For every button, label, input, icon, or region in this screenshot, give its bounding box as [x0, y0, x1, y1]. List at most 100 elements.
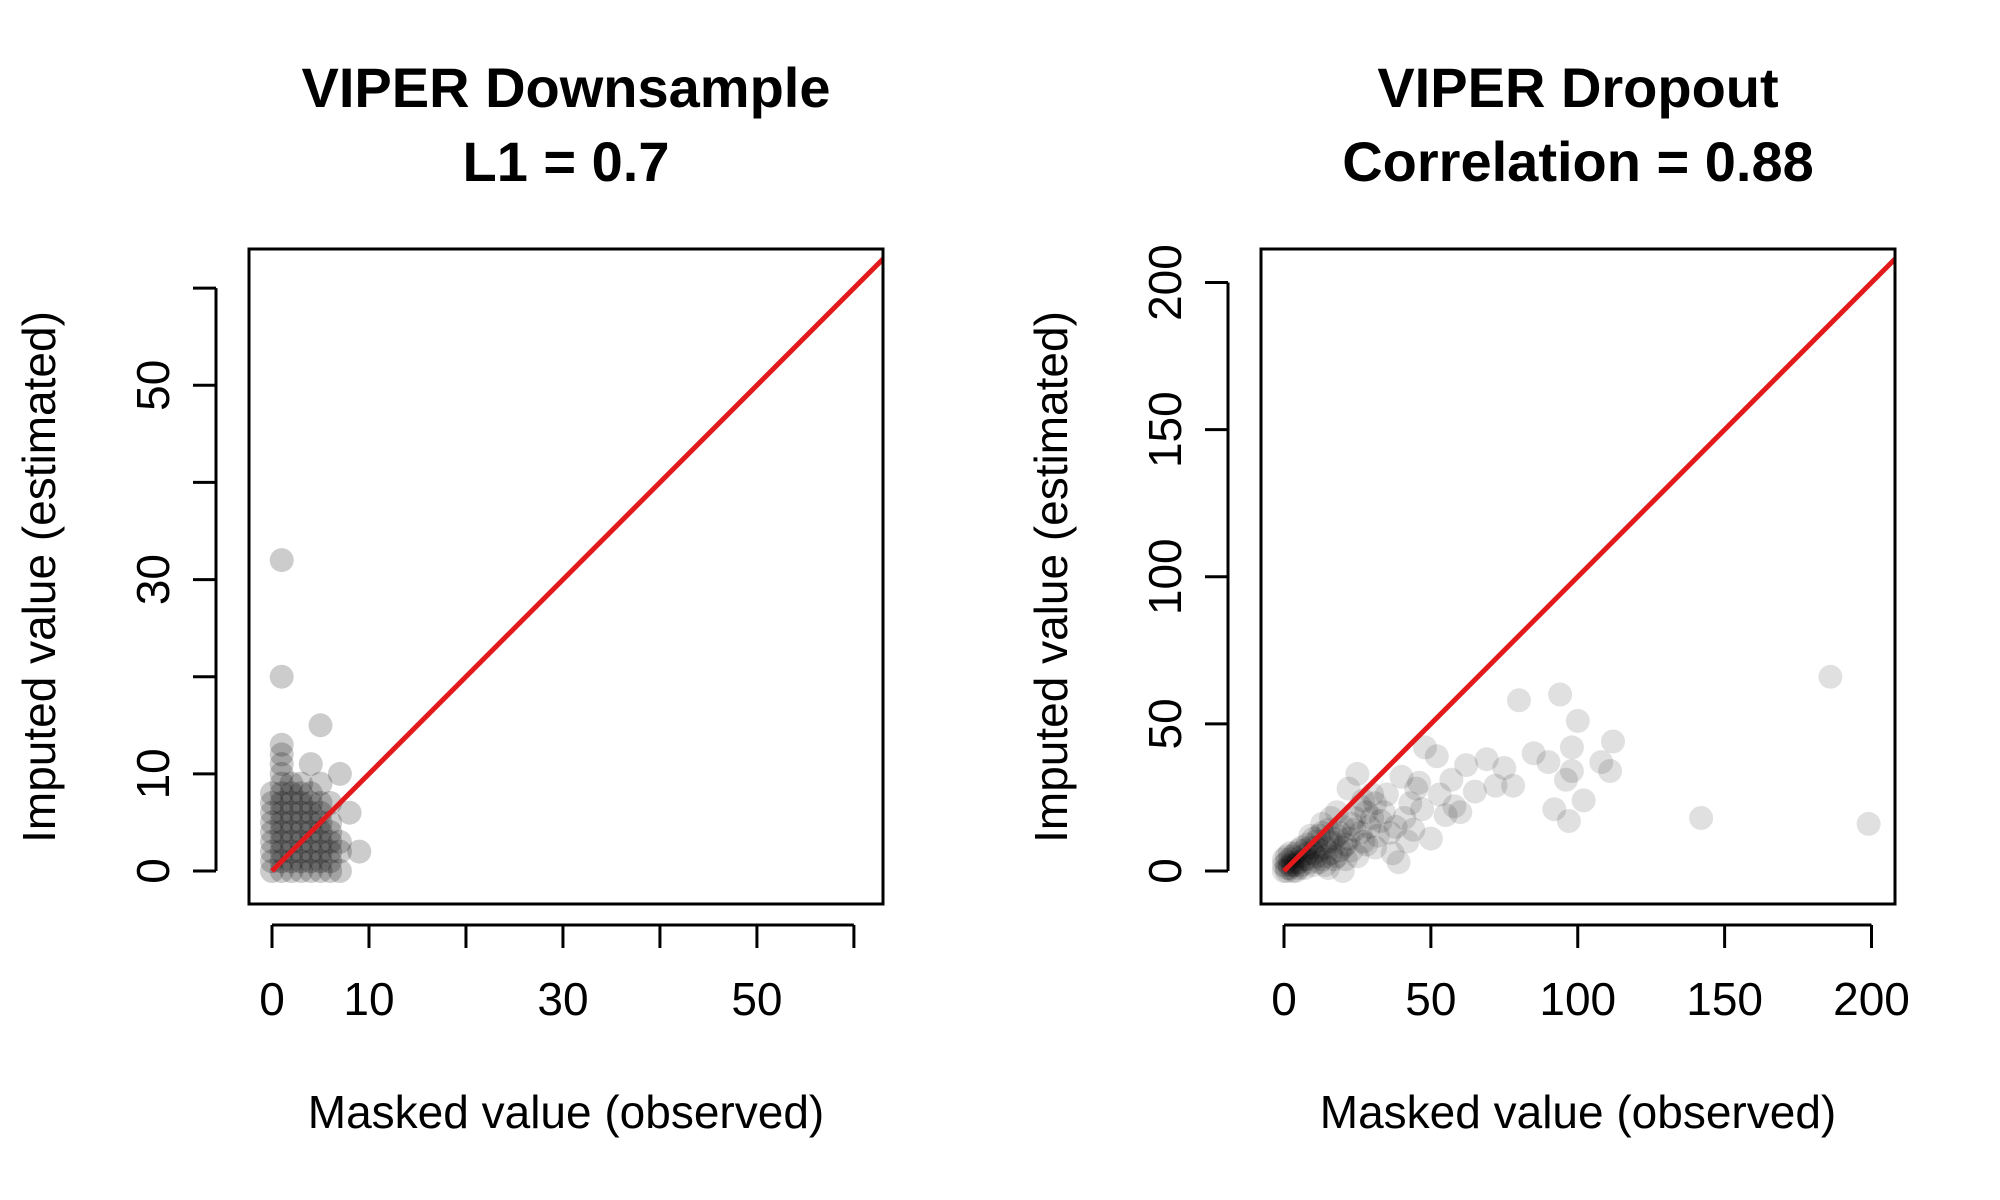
- scatter-point: [269, 732, 294, 757]
- scatter-point: [1307, 850, 1332, 875]
- scatter-point: [1327, 838, 1352, 863]
- scatter-point: [260, 800, 284, 825]
- scatter-point: [1554, 767, 1578, 792]
- scatter-point: [1316, 856, 1341, 881]
- scatter-point: [1571, 788, 1596, 813]
- scatter-point: [1689, 806, 1714, 830]
- scatter-point: [1321, 826, 1346, 851]
- scatter-point: [269, 548, 294, 573]
- scatter-point: [269, 791, 294, 815]
- scatter-point: [260, 781, 284, 806]
- plot-frame: [1259, 247, 1897, 906]
- scatter-point: [298, 752, 323, 777]
- scatter-point: [1474, 747, 1499, 772]
- x-axis: 0 10 30 50: [259, 923, 856, 1025]
- identity-line: [270, 257, 885, 873]
- x-tick-label: 50: [1405, 973, 1456, 1025]
- scatter-point: [260, 829, 284, 854]
- scatter-point: [260, 820, 284, 845]
- y-axis-label: Imputed value (estimated): [1025, 311, 1077, 843]
- scatter-point: [327, 839, 352, 864]
- scatter-point: [1856, 811, 1881, 836]
- scatter-point: [308, 791, 333, 815]
- scatter-point: [289, 859, 314, 883]
- scatter-point: [1442, 794, 1467, 819]
- y-tick-label: 0: [1139, 858, 1191, 884]
- scatter-point: [279, 791, 304, 815]
- scatter-point: [1521, 741, 1546, 766]
- scatter-point: [298, 800, 323, 825]
- x-tick-label: 30: [537, 973, 588, 1025]
- chart-title: VIPER Dropout: [1377, 56, 1778, 119]
- scatter-point: [1559, 735, 1584, 760]
- y-axis: 0 50 100 150 200: [1139, 244, 1230, 884]
- scatter-point: [1368, 809, 1393, 833]
- scatter-point: [1439, 767, 1464, 792]
- y-tick-label: 150: [1139, 391, 1191, 468]
- reference-line-layer: [1282, 257, 1897, 873]
- scatter-point: [1348, 820, 1373, 845]
- plot-frame: [247, 247, 885, 906]
- scatter-point: [327, 859, 352, 883]
- scatter-point: [279, 771, 304, 796]
- scatter-point: [308, 849, 333, 874]
- scatter-point: [318, 829, 343, 854]
- scatter-point: [260, 810, 284, 835]
- scatter-point: [1389, 764, 1414, 789]
- scatter-point: [1339, 811, 1364, 836]
- scatter-point: [308, 829, 333, 854]
- scatter-point: [269, 781, 294, 806]
- scatter-point: [269, 752, 294, 777]
- chart-panel-downsample: VIPER Downsample L1 = 0.7 0 10 30 50 0 10 30 5…: [13, 56, 885, 1138]
- scatter-point: [1333, 832, 1358, 857]
- scatter-point: [1342, 806, 1367, 830]
- scatter-point: [1360, 806, 1385, 830]
- scatter-point: [337, 800, 362, 825]
- scatter-point: [298, 781, 323, 806]
- scatter-point: [1286, 850, 1311, 875]
- scatter-point: [1404, 776, 1429, 801]
- scatter-point: [289, 781, 314, 806]
- scatter-point: [1371, 800, 1396, 825]
- x-tick-label: 200: [1833, 973, 1910, 1025]
- chart-title: VIPER Downsample: [301, 56, 830, 119]
- scatter-point: [318, 820, 343, 845]
- scatter-point: [269, 761, 294, 786]
- scatter-point: [289, 771, 314, 796]
- scatter-point: [1336, 826, 1361, 851]
- scatter-point: [1283, 853, 1308, 878]
- x-axis-label: Masked value (observed): [308, 1086, 824, 1138]
- scatter-point: [260, 839, 284, 864]
- scatter-point: [1330, 859, 1355, 883]
- scatter-point: [1295, 841, 1320, 866]
- y-axis-label: Imputed value (estimated): [13, 311, 65, 843]
- x-axis: 0 50 100 150 200: [1271, 923, 1910, 1025]
- scatter-point: [1324, 800, 1349, 825]
- scatter-point: [1333, 847, 1358, 872]
- scatter-point: [1327, 820, 1352, 845]
- y-tick-label: 10: [127, 748, 179, 799]
- scatter-point: [1392, 806, 1417, 830]
- scatter-point: [1501, 773, 1526, 798]
- scatter-point: [1298, 850, 1323, 875]
- scatter-point: [289, 800, 314, 825]
- scatter-point: [308, 713, 333, 738]
- scatter-point: [1427, 782, 1452, 807]
- scatter-point: [1418, 826, 1443, 851]
- scatter-point: [298, 839, 323, 864]
- y-tick-label: 100: [1139, 538, 1191, 615]
- scatter-point: [279, 800, 304, 825]
- scatter-point: [1433, 803, 1458, 828]
- scatter-point: [1319, 829, 1343, 854]
- scatter-point: [1363, 835, 1388, 860]
- scatter-point: [1272, 853, 1296, 878]
- scatter-point: [1274, 850, 1299, 875]
- scatter-point: [269, 800, 294, 825]
- scatter-point: [1304, 844, 1329, 869]
- scatter-points: [1272, 664, 1881, 883]
- x-tick-label: 100: [1539, 973, 1616, 1025]
- y-tick-label: 30: [127, 554, 179, 605]
- scatter-point: [1336, 776, 1361, 801]
- scatter-point: [1559, 759, 1584, 783]
- scatter-point: [279, 859, 304, 883]
